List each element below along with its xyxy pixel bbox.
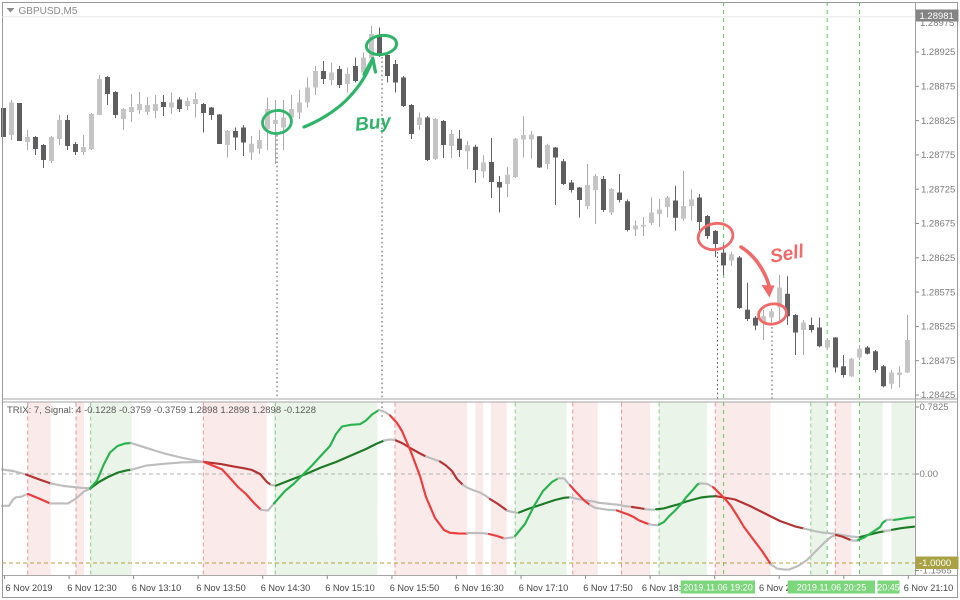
svg-text:1.28825: 1.28825 [921, 116, 955, 127]
svg-text:6 Nov 16:30: 6 Nov 16:30 [454, 583, 504, 593]
svg-text:TRIX: 7, Signal: 4 -0.1228 -0.: TRIX: 7, Signal: 4 -0.1228 -0.3759 -0.37… [7, 405, 316, 416]
svg-text:6 Nov 2019: 6 Nov 2019 [6, 583, 53, 593]
svg-text:2019.11.06 19:20: 2019.11.06 19:20 [683, 583, 752, 593]
svg-text:20:45: 20:45 [877, 583, 900, 593]
svg-text:6 Nov 12:30: 6 Nov 12:30 [67, 583, 117, 593]
svg-text:0.7825: 0.7825 [920, 402, 949, 413]
svg-text:6 Nov 15:50: 6 Nov 15:50 [390, 583, 440, 593]
svg-text:6 Nov 17:50: 6 Nov 17:50 [583, 583, 633, 593]
svg-text:6 Nov 21:10: 6 Nov 21:10 [904, 583, 954, 593]
svg-text:2019.11.06 20:25: 2019.11.06 20:25 [797, 583, 866, 593]
svg-text:1.28675: 1.28675 [921, 219, 955, 230]
svg-text:Buy: Buy [354, 111, 393, 136]
svg-text:6 Nov 13:10: 6 Nov 13:10 [132, 583, 182, 593]
svg-text:1.28625: 1.28625 [921, 253, 955, 264]
svg-text:1.28525: 1.28525 [921, 322, 955, 333]
svg-text:1.28425: 1.28425 [921, 390, 955, 401]
svg-text:1.28775: 1.28775 [921, 150, 955, 161]
svg-text:1.28981: 1.28981 [920, 11, 954, 22]
svg-text:6 Nov 18:: 6 Nov 18: [642, 583, 681, 593]
svg-text:-1.1565: -1.1565 [920, 566, 952, 577]
svg-text:1.28925: 1.28925 [921, 47, 955, 58]
svg-text:6 Nov 15:10: 6 Nov 15:10 [325, 583, 375, 593]
svg-text:1.28975: 1.28975 [920, 18, 954, 29]
svg-text:6 Nov 2: 6 Nov 2 [759, 583, 791, 593]
svg-text:1.28475: 1.28475 [921, 356, 955, 367]
svg-text:6 Nov 14:30: 6 Nov 14:30 [261, 583, 311, 593]
svg-text:GBPUSD,M5: GBPUSD,M5 [19, 6, 78, 17]
svg-text:1.28575: 1.28575 [921, 287, 955, 298]
svg-text:1.28875: 1.28875 [921, 82, 955, 93]
svg-text:6 Nov 13:50: 6 Nov 13:50 [196, 583, 246, 593]
svg-text:-1.0000: -1.0000 [919, 558, 951, 569]
svg-text:6 Nov 17:10: 6 Nov 17:10 [519, 583, 569, 593]
svg-text:0.00: 0.00 [920, 469, 939, 480]
svg-text:1.28725: 1.28725 [921, 184, 955, 195]
